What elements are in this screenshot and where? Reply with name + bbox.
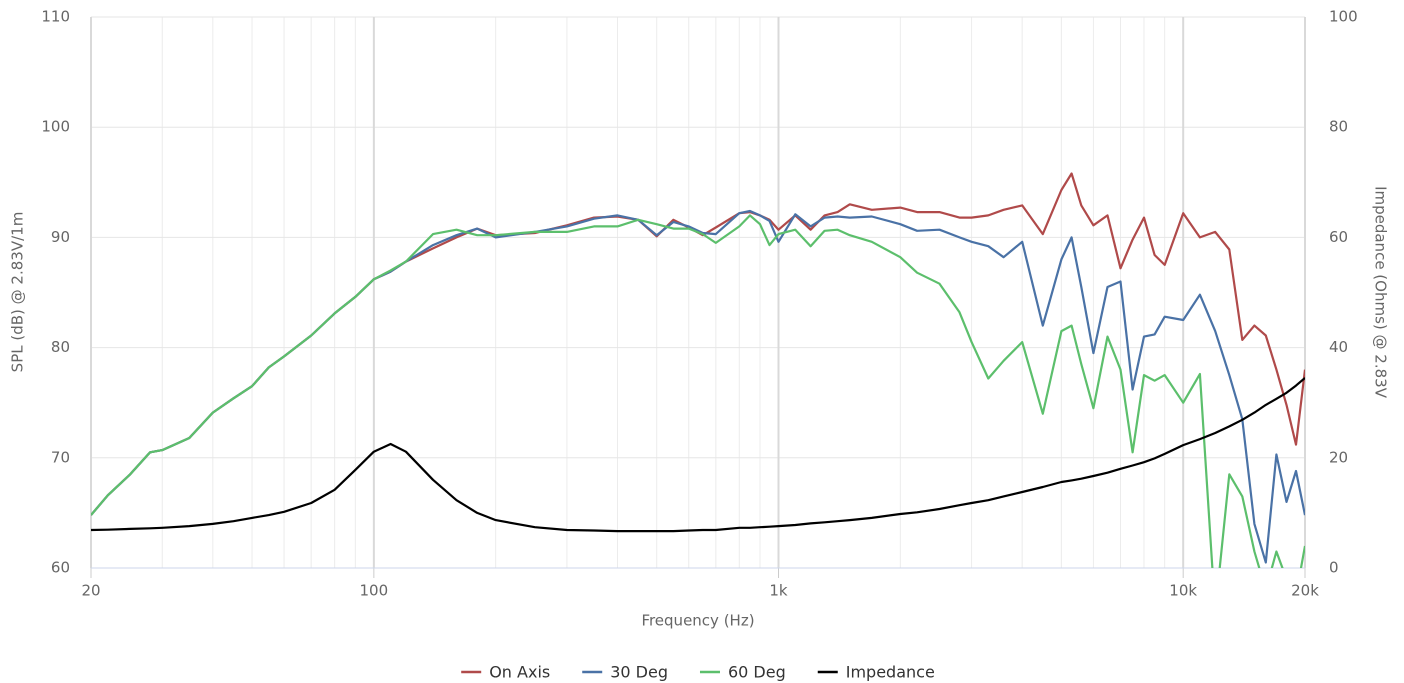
y2-tick-label: 80: [1329, 118, 1348, 136]
y-axis-title: SPL (dB) @ 2.83V/1m: [9, 212, 27, 373]
legend-label: 60 Deg: [728, 663, 786, 682]
y-tick-label: 70: [51, 448, 70, 466]
x-tick-label: 20: [81, 582, 100, 600]
legend-item[interactable]: On Axis: [461, 663, 550, 682]
y-tick-label: 110: [41, 8, 70, 26]
x-tick-label: 1k: [769, 582, 788, 600]
series-line: [91, 377, 1305, 533]
y2-tick-label: 20: [1329, 448, 1348, 466]
legend: On Axis 30 Deg 60 Deg Impedance: [461, 663, 935, 682]
legend-label: 30 Deg: [610, 663, 668, 682]
grid: 60 70 80 90 100 110 0 20 40 60 80 100 20 100 1k 10k 20k: [41, 8, 1357, 600]
x-axis-title: Frequency (Hz): [641, 612, 754, 630]
y2-tick-label: 100: [1329, 8, 1358, 26]
legend-item[interactable]: 60 Deg: [699, 663, 786, 682]
y-tick-label: 60: [51, 559, 70, 577]
y-tick-label: 80: [51, 338, 70, 356]
legend-item[interactable]: 30 Deg: [582, 663, 668, 682]
y2-tick-label: 0: [1329, 559, 1339, 577]
series-line: [91, 214, 1305, 568]
y2-tick-label: 40: [1329, 338, 1348, 356]
y-tick-label: 90: [51, 228, 70, 246]
x-tick-label: 20k: [1291, 582, 1319, 600]
y2-tick-label: 60: [1329, 228, 1348, 246]
x-tick-label: 100: [360, 582, 389, 600]
x-tick-label: 10k: [1169, 582, 1197, 600]
labels: Frequency (Hz) SPL (dB) @ 2.83V/1m Imped…: [9, 186, 1390, 629]
y-tick-label: 100: [41, 118, 70, 136]
y2-axis-title: Impedance (Ohms) @ 2.83V: [1372, 186, 1390, 399]
legend-label: On Axis: [489, 663, 550, 682]
series-line: [91, 172, 1305, 516]
legend-label: Impedance: [846, 663, 935, 682]
legend-item[interactable]: Impedance: [817, 663, 935, 682]
series-layer: [91, 172, 1305, 568]
